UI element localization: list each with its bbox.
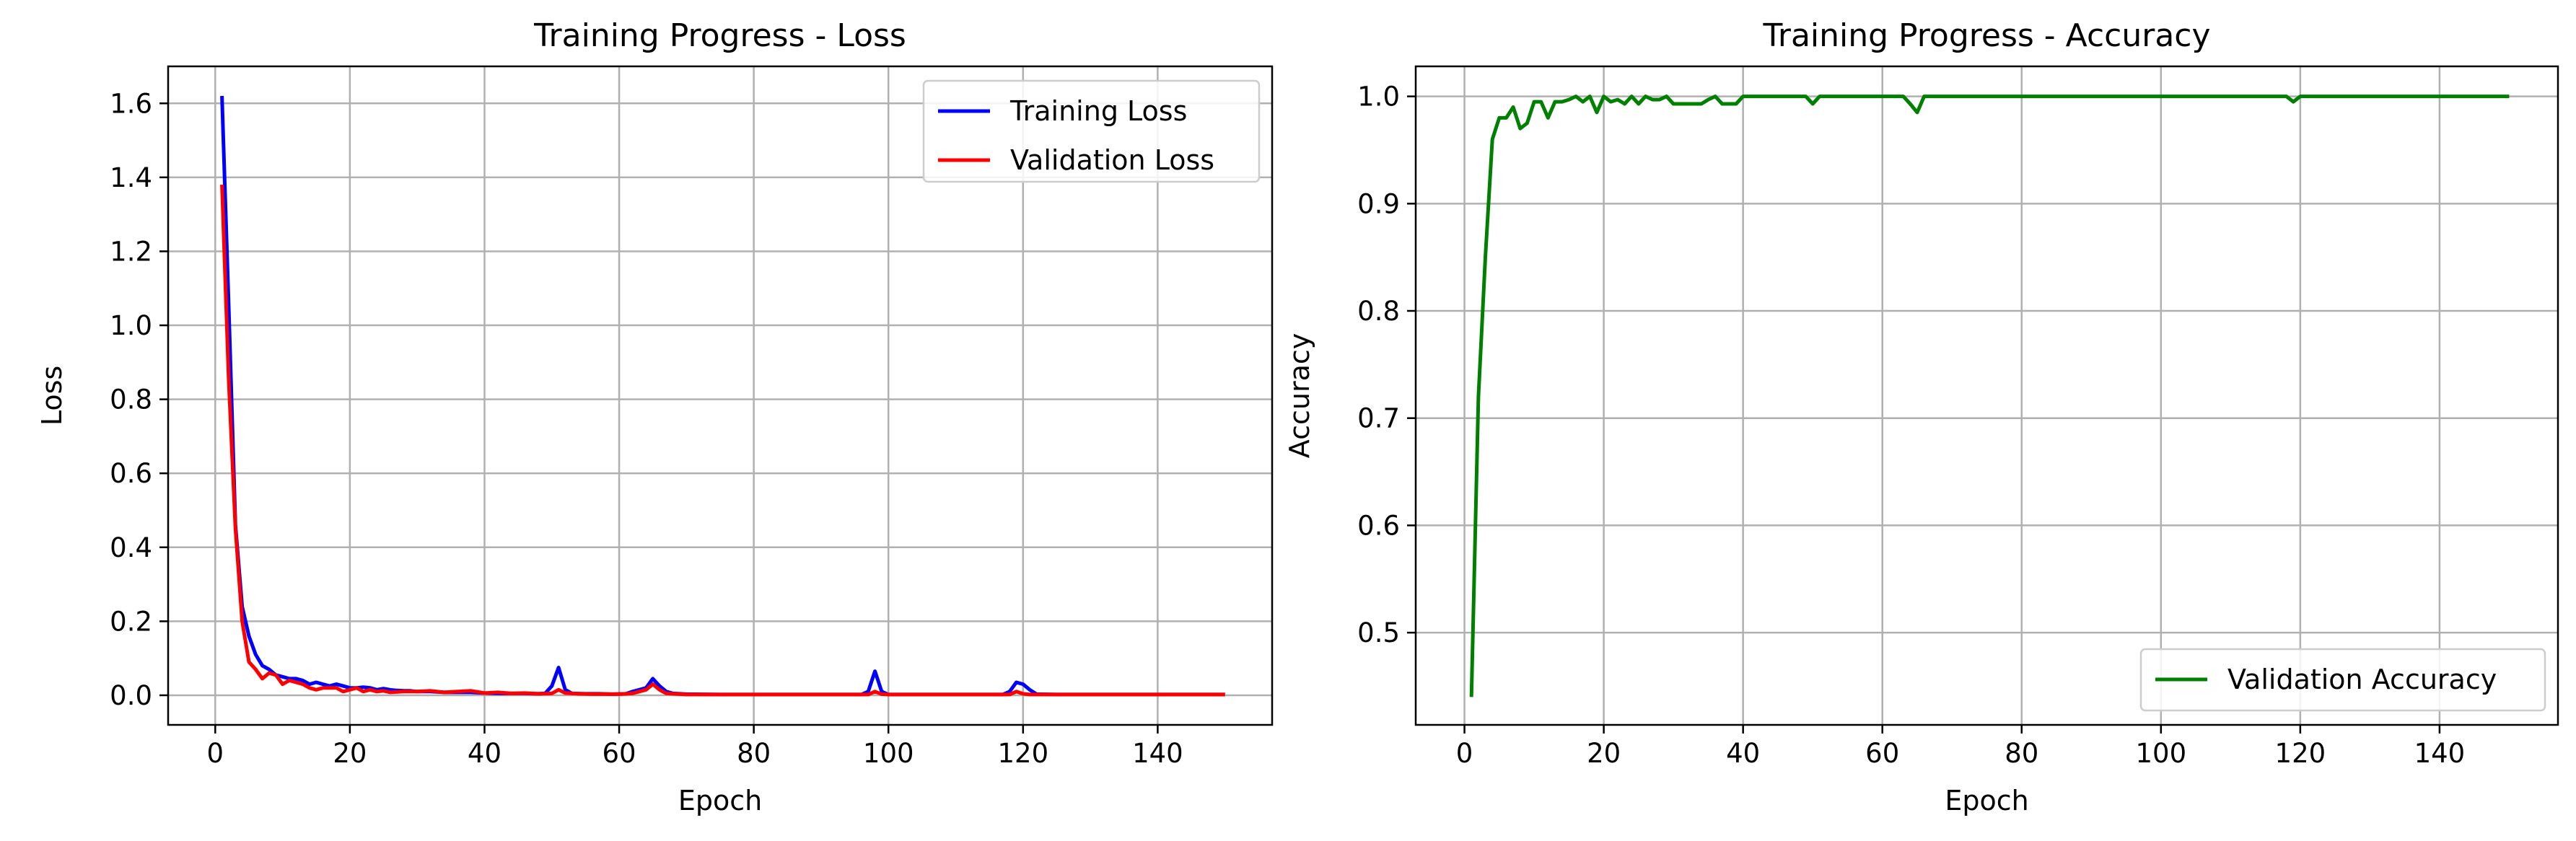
x-axis-label: Epoch (1945, 785, 2028, 816)
y-tick-label: 0.6 (1357, 510, 1400, 541)
y-axis-label: Accuracy (1284, 333, 1315, 459)
grid (1416, 66, 2558, 725)
x-tick-label: 60 (1865, 738, 1899, 769)
x-tick-label: 80 (2005, 738, 2038, 769)
legend: Validation Accuracy (2139, 648, 2546, 712)
axes-frame (167, 65, 1274, 726)
x-tick-label: 80 (737, 738, 771, 769)
chart-2: 0 20 40 60 80 100 120 140 0.5 0.6 0.7 0.8 0.9 1.0 Trai… (1284, 17, 2559, 816)
x-tick-label: 140 (1132, 738, 1183, 769)
y-tick-label: 0.8 (1357, 296, 1400, 327)
y-tick-label: 0.6 (110, 458, 152, 489)
y-tick-label: 1.6 (110, 88, 152, 119)
y-tick-label: 1.4 (110, 162, 152, 193)
x-tick-label: 0 (207, 738, 224, 769)
x-tick-label: 0 (1456, 738, 1473, 769)
x-axis-label: Epoch (678, 785, 762, 816)
series-line-validation-loss (220, 185, 1225, 697)
legend-box (922, 79, 1261, 183)
y-tick-label: 0.9 (1357, 188, 1400, 219)
x-tick-label: 20 (333, 738, 367, 769)
y-tick-label: 1.2 (110, 236, 152, 267)
x-tick-label: 120 (2275, 738, 2326, 769)
x-tick-label: 100 (2135, 738, 2186, 769)
legend-label: Validation Loss (1010, 144, 1214, 176)
legend-box (2139, 648, 2546, 712)
chart-title: Training Progress - Accuracy (1762, 17, 2210, 54)
axes-frame (1414, 65, 2559, 726)
y-tick-label: 0.2 (110, 606, 152, 637)
legend-label: Validation Accuracy (2227, 664, 2497, 695)
x-tick-label: 40 (1726, 738, 1760, 769)
y-tick-label: 0.4 (110, 532, 152, 563)
y-axis-label: Loss (36, 366, 68, 426)
y-tick-label: 1.0 (110, 310, 152, 341)
chart-title: Training Progress - Loss (533, 17, 906, 54)
y-tick-label: 0.5 (1357, 617, 1400, 648)
x-tick-label: 100 (863, 738, 914, 769)
legend-label: Training Loss (1009, 95, 1187, 127)
series-line-training-loss (220, 95, 1225, 697)
x-tick-label: 120 (998, 738, 1049, 769)
y-tick-label: 0.7 (1357, 403, 1400, 434)
series-line-validation-accuracy (1469, 94, 2510, 697)
y-tick-label: 0.8 (110, 384, 152, 415)
x-tick-label: 40 (468, 738, 501, 769)
x-tick-label: 60 (603, 738, 636, 769)
x-tick-label: 20 (1587, 738, 1621, 769)
legend: Training Loss Validation Loss (922, 79, 1261, 183)
x-tick-label: 140 (2414, 738, 2466, 769)
chart-1: 0 20 40 60 80 100 120 140 0.0 0.2 0.4 0.6 0.8 1.0 1.2 1… (36, 17, 1274, 816)
y-tick-label: 1.0 (1357, 82, 1400, 113)
y-tick-label: 0.0 (110, 680, 152, 711)
grid (168, 66, 1272, 725)
